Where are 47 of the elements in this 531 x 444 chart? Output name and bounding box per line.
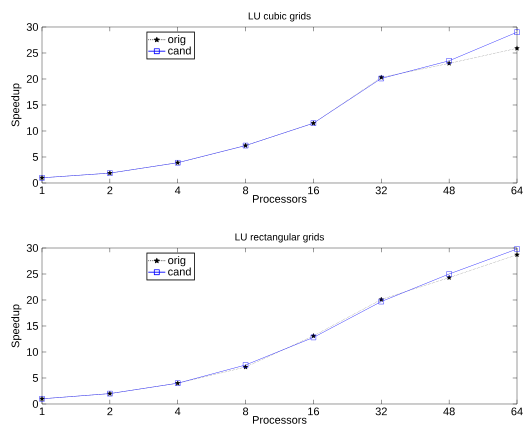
y-tick-label: 30 xyxy=(26,244,38,252)
x-tick-label: 48 xyxy=(443,408,455,416)
y-tick-label: 5 xyxy=(32,153,38,161)
legend-label: cand xyxy=(168,46,191,55)
y-axis-title: Speedup xyxy=(11,304,22,348)
x-tick-label: 2 xyxy=(107,408,112,416)
legend-label: orig xyxy=(168,35,186,46)
x-tick-label: 1 xyxy=(40,186,45,194)
x-tick-label: 1 xyxy=(40,408,45,416)
point xyxy=(446,271,452,277)
x-tick-label: 32 xyxy=(376,186,387,194)
y-tick-label: 20 xyxy=(26,296,38,304)
legend-label: orig xyxy=(168,256,186,266)
y-tick-label: 25 xyxy=(26,270,38,278)
x-tick-label: 32 xyxy=(376,408,387,416)
x-tick-label: 48 xyxy=(443,186,455,194)
x-axis-title: Processors xyxy=(253,195,306,203)
point xyxy=(514,252,520,257)
y-tick-label: 20 xyxy=(26,75,38,83)
point xyxy=(514,30,520,35)
x-tick-label: 16 xyxy=(308,408,320,416)
y-tick-label: 15 xyxy=(27,322,38,330)
point xyxy=(378,298,384,304)
y-tick-label: 5 xyxy=(32,374,38,382)
x-tick-label: 64 xyxy=(511,408,523,416)
y-tick-label: 0 xyxy=(32,179,38,187)
x-tick-label: 4 xyxy=(174,408,180,416)
x-tick-label: 16 xyxy=(308,186,320,194)
legend-label: cand xyxy=(168,267,191,276)
y-tick-label: 10 xyxy=(27,348,38,356)
x-tick-label: 4 xyxy=(174,186,180,194)
y-tick-label: 15 xyxy=(27,101,38,109)
point xyxy=(446,58,452,64)
chart-title: LU cubic grids xyxy=(248,12,311,22)
y-tick-label: 30 xyxy=(26,23,38,31)
x-tick-label: 64 xyxy=(511,186,523,194)
x-tick-label: 8 xyxy=(242,408,248,416)
x-tick-label: 8 xyxy=(242,186,248,194)
chart-title: LU rectangular grids xyxy=(235,233,324,242)
y-tick-label: 10 xyxy=(27,127,38,135)
x-tick-label: 2 xyxy=(107,186,112,194)
x-axis-title: Processors xyxy=(253,416,306,424)
y-tick-label: 25 xyxy=(26,49,38,57)
point xyxy=(514,246,520,252)
y-axis-title: Speedup xyxy=(11,84,22,126)
y-tick-label: 0 xyxy=(32,400,38,408)
point xyxy=(514,46,520,51)
